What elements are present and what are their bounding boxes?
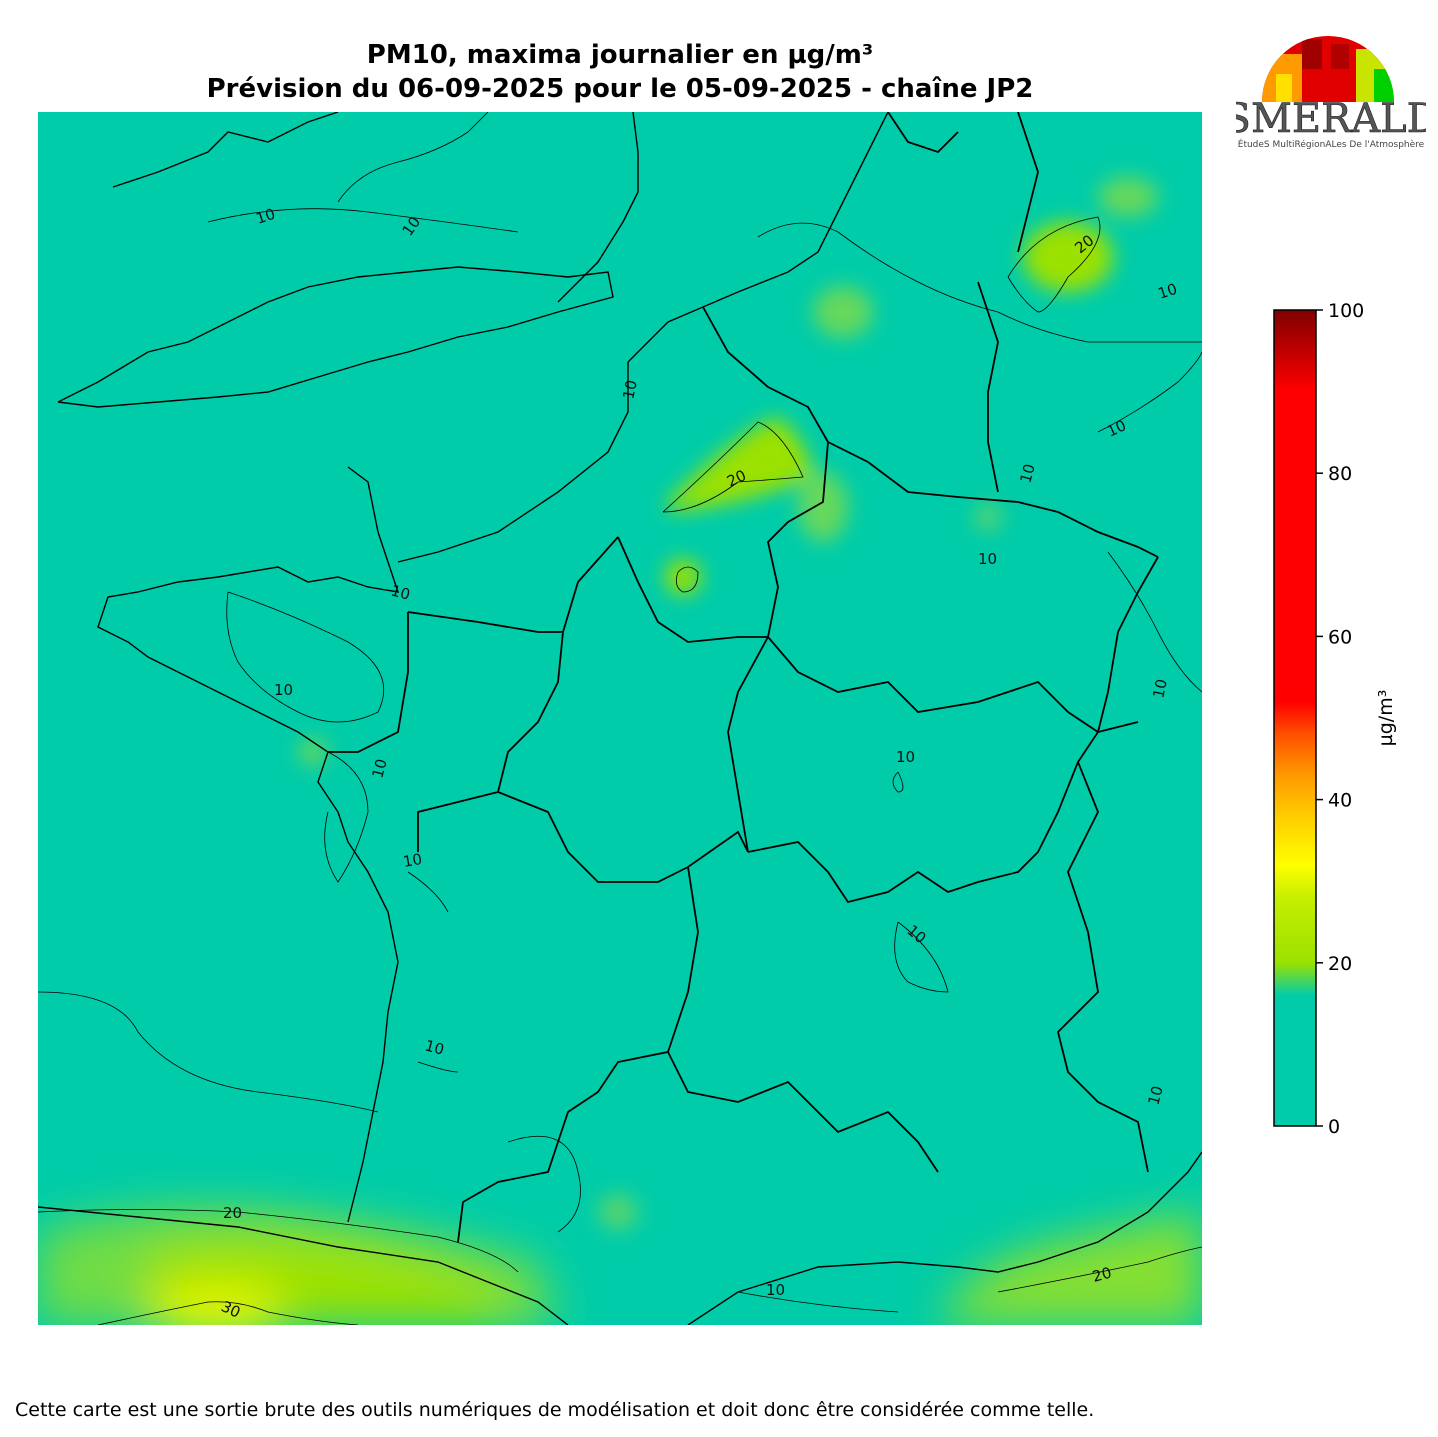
- colorbar: 0 20 40 60 80 100 µg/m³: [1273, 300, 1397, 1138]
- colorbar-tick-label: 60: [1328, 626, 1352, 648]
- region-boundaries: [328, 112, 1159, 1243]
- map-background: [38, 112, 1202, 1325]
- logo-tagline: ÉtudeS MultiRégionALes De l'Atmosphère: [1238, 138, 1425, 150]
- colorbar-unit-label: µg/m³: [1375, 690, 1397, 747]
- contour-label: 10: [1156, 280, 1180, 303]
- disclaimer-footer: Cette carte est une sortie brute des out…: [15, 1399, 1095, 1421]
- map-subtitle: Prévision du 06-09-2025 pour le 05-09-20…: [206, 74, 1034, 104]
- contour-label: 10: [1016, 462, 1038, 485]
- colorbar-tick-label: 100: [1328, 300, 1364, 322]
- pm10-map: 10 10 10 20 10 10 20 10 10 10 10 10 10 1…: [38, 112, 1202, 1325]
- pollution-field-mediterranean: [938, 1212, 1202, 1325]
- contour-label: 10: [368, 757, 390, 780]
- pollution-field-north: [299, 177, 1158, 1230]
- pollution-field-pyrenees: [38, 1207, 558, 1325]
- contour-label: 10: [423, 1036, 446, 1058]
- contour-lines: [38, 112, 1202, 1325]
- coastlines: [38, 112, 1202, 1325]
- contour-label: 20: [223, 1204, 242, 1222]
- contour-label: 10: [978, 550, 997, 568]
- colorbar-ticks: 0 20 40 60 80 100: [1316, 300, 1364, 1138]
- colorbar-tick-label: 80: [1328, 463, 1352, 485]
- contour-label: 20: [1090, 1264, 1113, 1286]
- contour-label: 10: [1144, 1084, 1166, 1107]
- map-title: PM10, maxima journalier en µg/m³: [366, 40, 874, 70]
- contour-label: 10: [896, 748, 915, 766]
- contour-label: 10: [402, 850, 424, 871]
- contour-label: 10: [1149, 677, 1171, 699]
- contour-label: 10: [766, 1281, 785, 1299]
- esmeralda-logo: ESMERALDA ÉtudeS MultiRégionALes De l'At…: [1236, 36, 1426, 150]
- logo-emblem-icon: [1262, 36, 1394, 102]
- colorbar-tick-label: 0: [1328, 1116, 1340, 1138]
- logo-wordmark: ESMERALDA: [1236, 96, 1426, 142]
- contour-label: 10: [389, 581, 412, 603]
- colorbar-tick-label: 40: [1328, 790, 1352, 812]
- colorbar-tick-label: 20: [1328, 953, 1352, 975]
- contour-label: 10: [274, 681, 293, 699]
- contour-label: 10: [619, 378, 641, 400]
- contour-label: 10: [254, 205, 278, 228]
- colorbar-gradient: [1273, 309, 1317, 1127]
